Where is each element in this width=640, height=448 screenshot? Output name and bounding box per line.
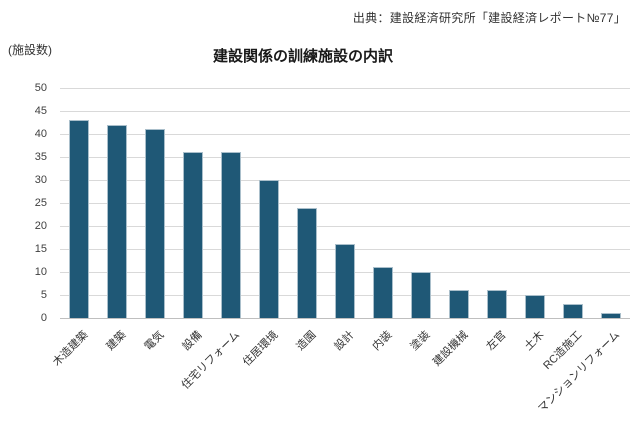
y-tick-label: 20 — [34, 220, 47, 232]
y-tick-label: 40 — [34, 128, 47, 140]
x-axis-label-text: 住居環境 — [240, 329, 281, 369]
x-axis-label-text: 土木 — [522, 329, 547, 354]
bar — [69, 120, 89, 318]
bar — [335, 244, 355, 318]
x-axis-label-text: 電気 — [142, 329, 167, 354]
gridline — [60, 157, 630, 158]
x-axis-label-text: 内装 — [370, 329, 395, 354]
x-axis-label-text: 造園 — [294, 329, 319, 354]
y-tick-label: 25 — [34, 197, 47, 209]
bar — [107, 124, 127, 318]
bar — [411, 272, 431, 318]
y-tick-label: 45 — [34, 105, 47, 117]
x-axis-label-text: 左官 — [484, 329, 509, 354]
y-tick-label: 5 — [40, 289, 47, 301]
y-tick-label: 30 — [34, 174, 47, 186]
gridline — [60, 111, 630, 112]
bar — [183, 152, 203, 318]
y-axis-unit-label: (施設数) — [8, 43, 52, 57]
x-axis-label-text: 塗装 — [408, 329, 433, 354]
x-axis-label-text: 建設機械 — [430, 329, 471, 369]
bar — [601, 313, 621, 318]
chart-title: 建設関係の訓練施設の内訳 — [212, 48, 393, 65]
y-tick-label: 15 — [34, 243, 47, 255]
bar — [449, 290, 469, 318]
x-axis-line — [60, 318, 630, 319]
y-tick-label: 0 — [40, 312, 47, 324]
y-tick-label: 50 — [34, 82, 47, 94]
gridline — [60, 88, 630, 89]
x-axis-label-text: 設計 — [332, 329, 357, 354]
x-axis-label-text: 木造建築 — [50, 329, 91, 369]
bar — [145, 129, 165, 318]
gridline — [60, 180, 630, 181]
bar — [563, 304, 583, 318]
bar — [221, 152, 241, 318]
plot-area: 木造建築 建築 電気 設備 住宅リフォーム 住居環境 造園 設計 内装 塗装 建設機械 左官 土木 RC造… — [51, 88, 630, 415]
x-axis-label-text: 建築 — [104, 329, 129, 354]
y-axis-ticks: 0 5 10 15 20 25 30 35 40 45 50 — [0, 82, 47, 324]
bar — [487, 290, 507, 318]
x-axis-label-text: 設備 — [180, 329, 205, 354]
source-caption: 出典：建設経済研究所「建設経済レポート№77」 — [352, 11, 626, 25]
gridline — [60, 134, 630, 135]
bar — [525, 295, 545, 318]
y-tick-label: 35 — [34, 151, 47, 163]
gridline — [60, 203, 630, 204]
y-tick-label: 10 — [34, 266, 47, 278]
bar — [297, 207, 317, 318]
bar — [373, 267, 393, 318]
bar — [259, 180, 279, 318]
gridline — [60, 226, 630, 227]
